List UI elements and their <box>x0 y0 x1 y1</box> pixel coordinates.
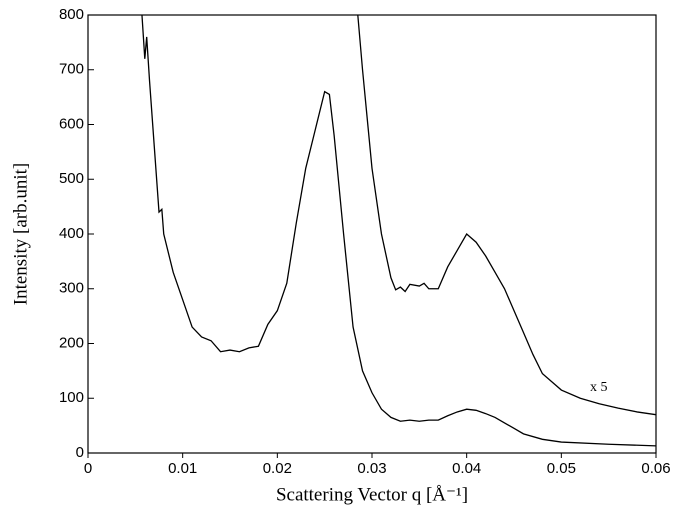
x-tick-label: 0.02 <box>263 460 292 477</box>
annotation: x 5 <box>590 380 608 395</box>
x-tick-label: 0.01 <box>168 460 197 477</box>
x-tick-label: 0.03 <box>357 460 386 477</box>
plot-area <box>141 15 656 447</box>
y-tick-label: 100 <box>59 389 84 406</box>
y-tick-label: 700 <box>59 61 84 78</box>
plot-frame <box>87 14 657 454</box>
x-axis-title: Scattering Vector q [Å⁻¹] <box>276 484 468 505</box>
y-tick-label: 400 <box>59 225 84 242</box>
x-tick-label: 0.05 <box>547 460 576 477</box>
data-line <box>141 15 656 447</box>
y-tick-label: 0 <box>76 444 84 461</box>
x-tick-label: 0 <box>84 460 92 477</box>
y-tick-label: 300 <box>59 280 84 297</box>
y-tick-label: 600 <box>59 115 84 132</box>
y-axis-title: Intensity [arb.unit] <box>10 163 31 305</box>
y-tick-label: 500 <box>59 170 84 187</box>
y-tick-label: 200 <box>59 334 84 351</box>
x-tick-label: 0.04 <box>452 460 481 477</box>
data-line <box>357 15 656 416</box>
y-tick-label: 800 <box>59 6 84 23</box>
x-tick-label: 0.06 <box>641 460 670 477</box>
